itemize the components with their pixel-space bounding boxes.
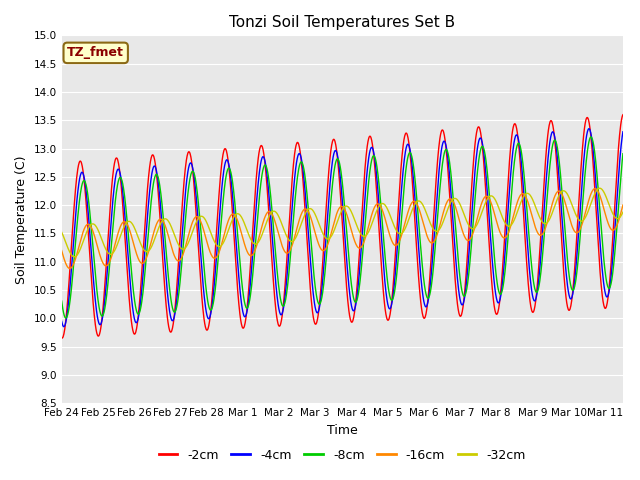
Text: TZ_fmet: TZ_fmet: [67, 47, 124, 60]
X-axis label: Time: Time: [327, 424, 358, 437]
Legend: -2cm, -4cm, -8cm, -16cm, -32cm: -2cm, -4cm, -8cm, -16cm, -32cm: [154, 444, 531, 467]
Y-axis label: Soil Temperature (C): Soil Temperature (C): [15, 155, 28, 284]
Title: Tonzi Soil Temperatures Set B: Tonzi Soil Temperatures Set B: [229, 15, 456, 30]
